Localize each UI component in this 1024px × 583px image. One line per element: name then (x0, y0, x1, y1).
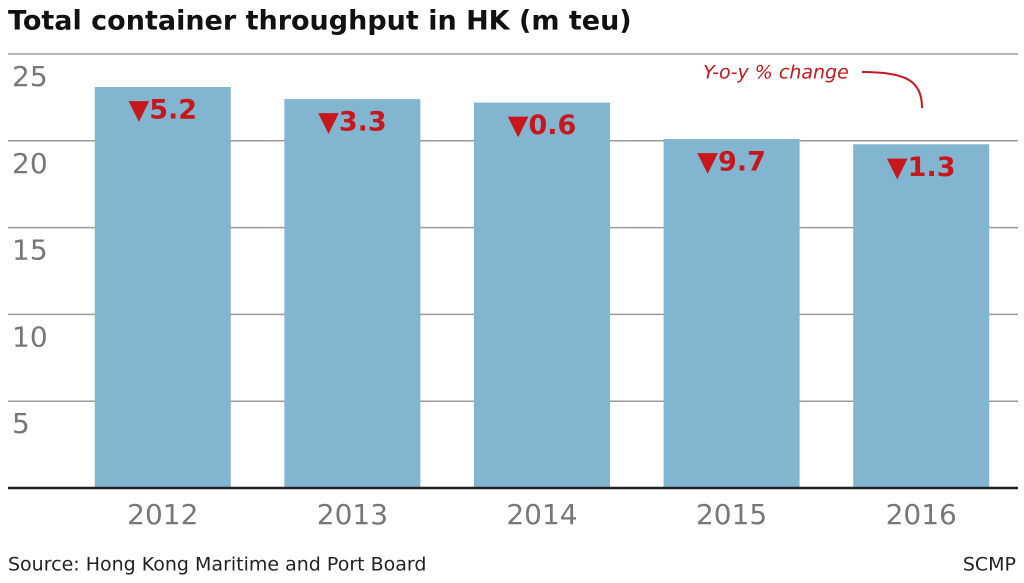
y-tick-label: 5 (12, 407, 30, 440)
x-tick-label: 2016 (886, 498, 957, 531)
y-tick-label: 10 (12, 320, 48, 353)
x-tick-label: 2013 (317, 498, 388, 531)
bar (94, 86, 231, 488)
credit: SCMP (963, 554, 1016, 576)
chart-title: Total container throughput in HK (m teu) (8, 6, 632, 37)
x-tick-label: 2014 (506, 498, 577, 531)
change-label: ▼9.7 (697, 147, 766, 178)
source: Source: Hong Kong Maritime and Port Boar… (8, 554, 426, 576)
annotation: Y-o-y % change (703, 62, 849, 84)
change-label: ▼1.3 (887, 152, 956, 183)
y-tick-label: 25 (12, 60, 48, 93)
bar (853, 144, 990, 488)
change-label: ▼3.3 (318, 107, 387, 138)
x-tick-label: 2012 (127, 498, 198, 531)
y-tick-label: 20 (12, 147, 48, 180)
bar (474, 102, 610, 488)
bar (284, 99, 421, 489)
x-tick-label: 2015 (696, 498, 767, 531)
change-label: ▼0.6 (508, 110, 577, 141)
y-tick-label: 15 (12, 234, 48, 267)
bar (663, 139, 800, 488)
change-label: ▼5.2 (128, 94, 197, 125)
annotation-arrow (861, 71, 923, 109)
